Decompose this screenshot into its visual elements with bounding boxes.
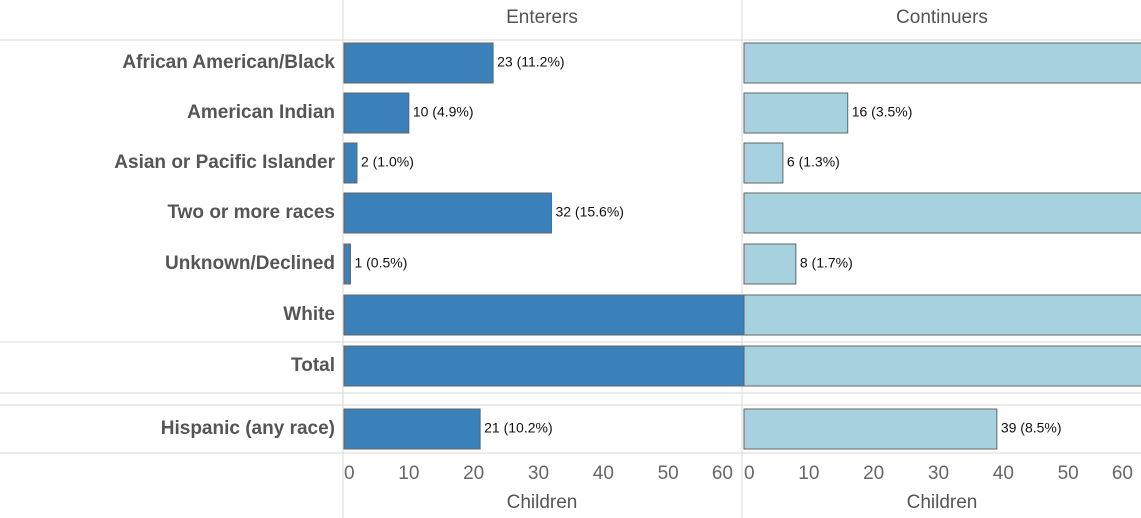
row-label: Two or more races [167, 202, 335, 223]
value-label: 8 (1.7%) [800, 255, 853, 271]
bar [743, 192, 1141, 234]
x-tick-label: 10 [798, 463, 819, 484]
bar [743, 243, 797, 285]
row-label: Total [291, 355, 335, 376]
x-tick-label: 30 [528, 463, 549, 484]
row-label: African American/Black [122, 52, 335, 73]
value-label: 1 (0.5%) [354, 255, 407, 271]
x-tick-label: 0 [744, 463, 755, 484]
bar [343, 92, 410, 134]
value-label: 16 (3.5%) [852, 104, 913, 120]
x-tick-label: 40 [993, 463, 1014, 484]
value-label: 39 (8.5%) [1001, 420, 1062, 436]
panel-header: Enterers [506, 7, 578, 28]
value-label: 6 (1.3%) [787, 154, 840, 170]
x-tick-label: 0 [344, 463, 355, 484]
x-tick-label: 60 [1112, 463, 1133, 484]
x-axis-title: Children [907, 492, 978, 513]
value-label: 10 (4.9%) [413, 104, 474, 120]
bar [743, 42, 1141, 84]
bar [343, 142, 358, 184]
row-label: White [283, 304, 335, 325]
x-axis-title: Children [507, 492, 578, 513]
x-tick-label: 20 [463, 463, 484, 484]
bar [743, 294, 1141, 336]
x-tick-label: 50 [658, 463, 679, 484]
value-label: 2 (1.0%) [361, 154, 414, 170]
x-tick-label: 10 [398, 463, 419, 484]
x-tick-label: 60 [712, 463, 733, 484]
bar [743, 345, 1141, 387]
row-label: Asian or Pacific Islander [114, 152, 335, 173]
value-label: 32 (15.6%) [555, 204, 623, 220]
value-label: 23 (11.2%) [497, 54, 564, 70]
bar [343, 243, 351, 285]
x-tick-label: 30 [928, 463, 949, 484]
bar [743, 142, 784, 184]
bar [343, 42, 494, 84]
row-label: Unknown/Declined [165, 253, 335, 274]
value-label: 21 (10.2%) [484, 420, 552, 436]
row-label: Hispanic (any race) [161, 418, 335, 439]
x-tick-label: 50 [1058, 463, 1079, 484]
bar [743, 408, 998, 450]
panel-header: Continuers [896, 7, 988, 28]
x-tick-label: 20 [863, 463, 884, 484]
x-tick-label: 40 [593, 463, 614, 484]
bar [743, 92, 849, 134]
row-label: American Indian [187, 102, 335, 123]
bar [343, 408, 481, 450]
bar [343, 192, 552, 234]
